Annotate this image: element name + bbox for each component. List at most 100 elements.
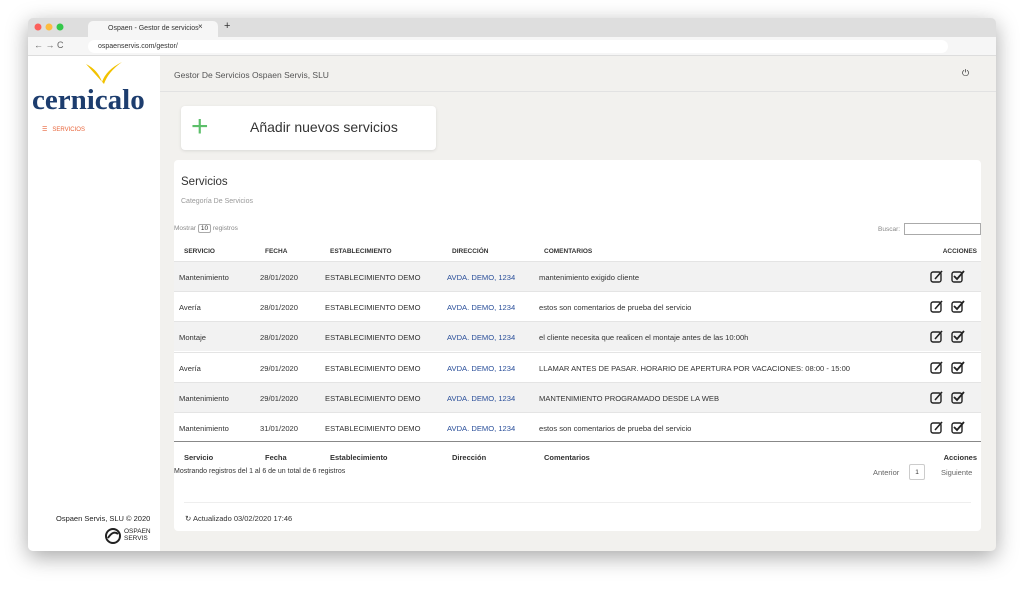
column-header: Establecimiento <box>330 453 388 462</box>
services-card: Servicios Categoría De Servicios Mostrar… <box>174 160 981 531</box>
table-row: Montaje 28/01/2020 ESTABLECIMIENTO DEMO AVD… <box>174 321 981 352</box>
brand-line: OSPAEN <box>124 528 151 535</box>
add-button-label: Añadir nuevos servicios <box>250 119 398 135</box>
cell: MANTENIMIENTO PROGRAMADO DESDE LA WEB <box>539 393 720 403</box>
tab[interactable]: Ospaen - Gestor de servicios <box>88 21 218 37</box>
column-header[interactable]: SERVICIO <box>184 248 215 255</box>
page-button[interactable]: 1 <box>909 464 925 480</box>
cell: AVDA. DEMO, 1234 <box>447 363 516 373</box>
row-actions[interactable] <box>930 330 970 344</box>
cell: AVDA. DEMO, 1234 <box>447 303 516 313</box>
power-button[interactable]: ⏻ <box>962 68 970 78</box>
cell: el cliente necesita que realicen el mont… <box>539 333 749 343</box>
cell: 28/01/2020 <box>260 303 299 313</box>
cell: ESTABLECIMIENTO DEMO <box>325 393 421 403</box>
cell: Avería <box>179 363 201 373</box>
column-header: Dirección <box>452 453 487 462</box>
search-label: Buscar: <box>878 226 901 233</box>
cell: AVDA. DEMO, 1234 <box>447 393 516 403</box>
column-header: Fecha <box>265 453 287 462</box>
plus-icon: + <box>191 110 209 143</box>
row-actions[interactable] <box>930 300 970 314</box>
column-header[interactable]: ACCIONES <box>942 248 977 255</box>
table-row: Avería 29/01/2020 ESTABLECIMIENTO DEMO AVDA… <box>174 351 981 382</box>
tab-title: Ospaen - Gestor de servicios <box>108 25 199 32</box>
cell: AVDA. DEMO, 1234 <box>447 273 516 282</box>
next-page[interactable]: Siguiente <box>941 468 973 477</box>
cell: estos son comentarios de prueba del serv… <box>539 303 692 313</box>
address-bar: ← → C ospaenservis.com/gestor/ <box>28 37 996 56</box>
cell: estos son comentarios de prueba del serv… <box>539 424 692 433</box>
row-actions[interactable] <box>930 391 970 405</box>
column-header: Acciones <box>943 453 977 462</box>
cell: ESTABLECIMIENTO DEMO <box>325 424 421 433</box>
updated: ↻ Actualizado 03/02/2020 17:46 <box>185 514 293 523</box>
cell: Avería <box>179 303 201 313</box>
table-row: Mantenimiento 28/01/2020 ESTABLECIMIENTO D… <box>174 261 981 291</box>
cell: ESTABLECIMIENTO DEMO <box>325 333 421 343</box>
new-tab[interactable]: + <box>224 20 231 32</box>
column-header[interactable]: DIRECCIÓN <box>452 248 489 255</box>
cell: ESTABLECIMIENTO DEMO <box>325 303 421 313</box>
column-header[interactable]: COMENTARIOS <box>544 248 593 255</box>
length-control: Mostrar 10 registros <box>174 224 238 233</box>
cell: Montaje <box>179 333 207 343</box>
search-input[interactable] <box>904 223 981 235</box>
cell: LLAMAR ANTES DE PASAR. HORARIO DE APERTU… <box>539 363 851 373</box>
column-header[interactable]: ESTABLECIMIENTO <box>330 248 392 255</box>
cell: AVDA. DEMO, 1234 <box>447 424 516 433</box>
logo-bird <box>86 62 122 84</box>
browser-window: Ospaen - Gestor de servicios × + ← → C o… <box>28 18 996 551</box>
cell: mantenimiento exigido cliente <box>539 273 640 282</box>
row-actions[interactable] <box>930 421 970 435</box>
brand: OSPAEN SERVIS <box>124 528 151 542</box>
row-actions[interactable] <box>930 361 970 375</box>
sidebar: cernicalo ☰ SERVICIOS Ospaen Servis, SLU… <box>28 56 160 551</box>
card-subtitle: Categoría De Servicios <box>181 198 253 205</box>
cell: 31/01/2020 <box>260 424 299 433</box>
row-actions[interactable] <box>930 270 970 284</box>
prev-page[interactable]: Anterior <box>873 468 900 477</box>
copyright: Ospaen Servis, SLU © 2020 <box>56 514 151 523</box>
table: SERVICIO FECHA ESTABLECIMIENTO DIRECCIÓN COM… <box>174 160 981 531</box>
window-controls[interactable] <box>34 23 68 32</box>
table-info: Mostrando registros del 1 al 6 de un tot… <box>174 468 346 475</box>
brand-line: SERVIS <box>124 535 148 542</box>
cell: 29/01/2020 <box>260 363 299 373</box>
top-header: Gestor De Servicios Ospaen Servis, SLU ⏻ <box>160 56 996 92</box>
menu-item[interactable]: ☰ SERVICIOS <box>42 127 85 133</box>
brand-icon <box>105 528 121 544</box>
logo: cernicalo <box>32 84 145 116</box>
header-title: Gestor De Servicios Ospaen Servis, SLU <box>174 70 329 80</box>
card-title: Servicios <box>181 176 228 188</box>
cell: 28/01/2020 <box>260 333 299 343</box>
close-tab[interactable]: × <box>198 22 203 31</box>
cell: Mantenimiento <box>179 424 229 433</box>
column-header[interactable]: FECHA <box>265 248 288 255</box>
divider <box>184 502 971 503</box>
table-footer: Servicio Fecha Establecimiento Dirección Com… <box>174 441 981 471</box>
table-row: Mantenimiento 29/01/2020 ESTABLECIMIENTO D… <box>174 381 981 412</box>
table-row: Mantenimiento 31/01/2020 ESTABLECIMIENTO D… <box>174 412 981 442</box>
add-button[interactable]: + Añadir nuevos servicios <box>181 106 436 150</box>
cell: 29/01/2020 <box>260 393 299 403</box>
tab-bar: Ospaen - Gestor de servicios × + <box>28 18 996 37</box>
cell: ESTABLECIMIENTO DEMO <box>325 273 421 282</box>
column-header: Servicio <box>184 453 214 462</box>
cell: Mantenimiento <box>179 393 229 403</box>
nav-buttons[interactable]: ← → C <box>34 40 64 50</box>
length-label: Mostrar <box>174 225 197 232</box>
length-select[interactable]: 10 <box>197 224 212 233</box>
url: ospaenservis.com/gestor/ <box>98 43 178 50</box>
table-row: Avería 28/01/2020 ESTABLECIMIENTO DEMO AVDA… <box>174 291 981 322</box>
updated-text: Actualizado 03/02/2020 17:46 <box>192 514 293 523</box>
cell: ESTABLECIMIENTO DEMO <box>325 363 421 373</box>
cell: AVDA. DEMO, 1234 <box>447 333 516 343</box>
column-header: Comentarios <box>544 453 590 462</box>
url-field[interactable]: ospaenservis.com/gestor/ <box>88 40 948 53</box>
cell: Mantenimiento <box>179 273 229 282</box>
cell: 28/01/2020 <box>260 273 299 282</box>
length-suffix: registros <box>212 225 238 232</box>
